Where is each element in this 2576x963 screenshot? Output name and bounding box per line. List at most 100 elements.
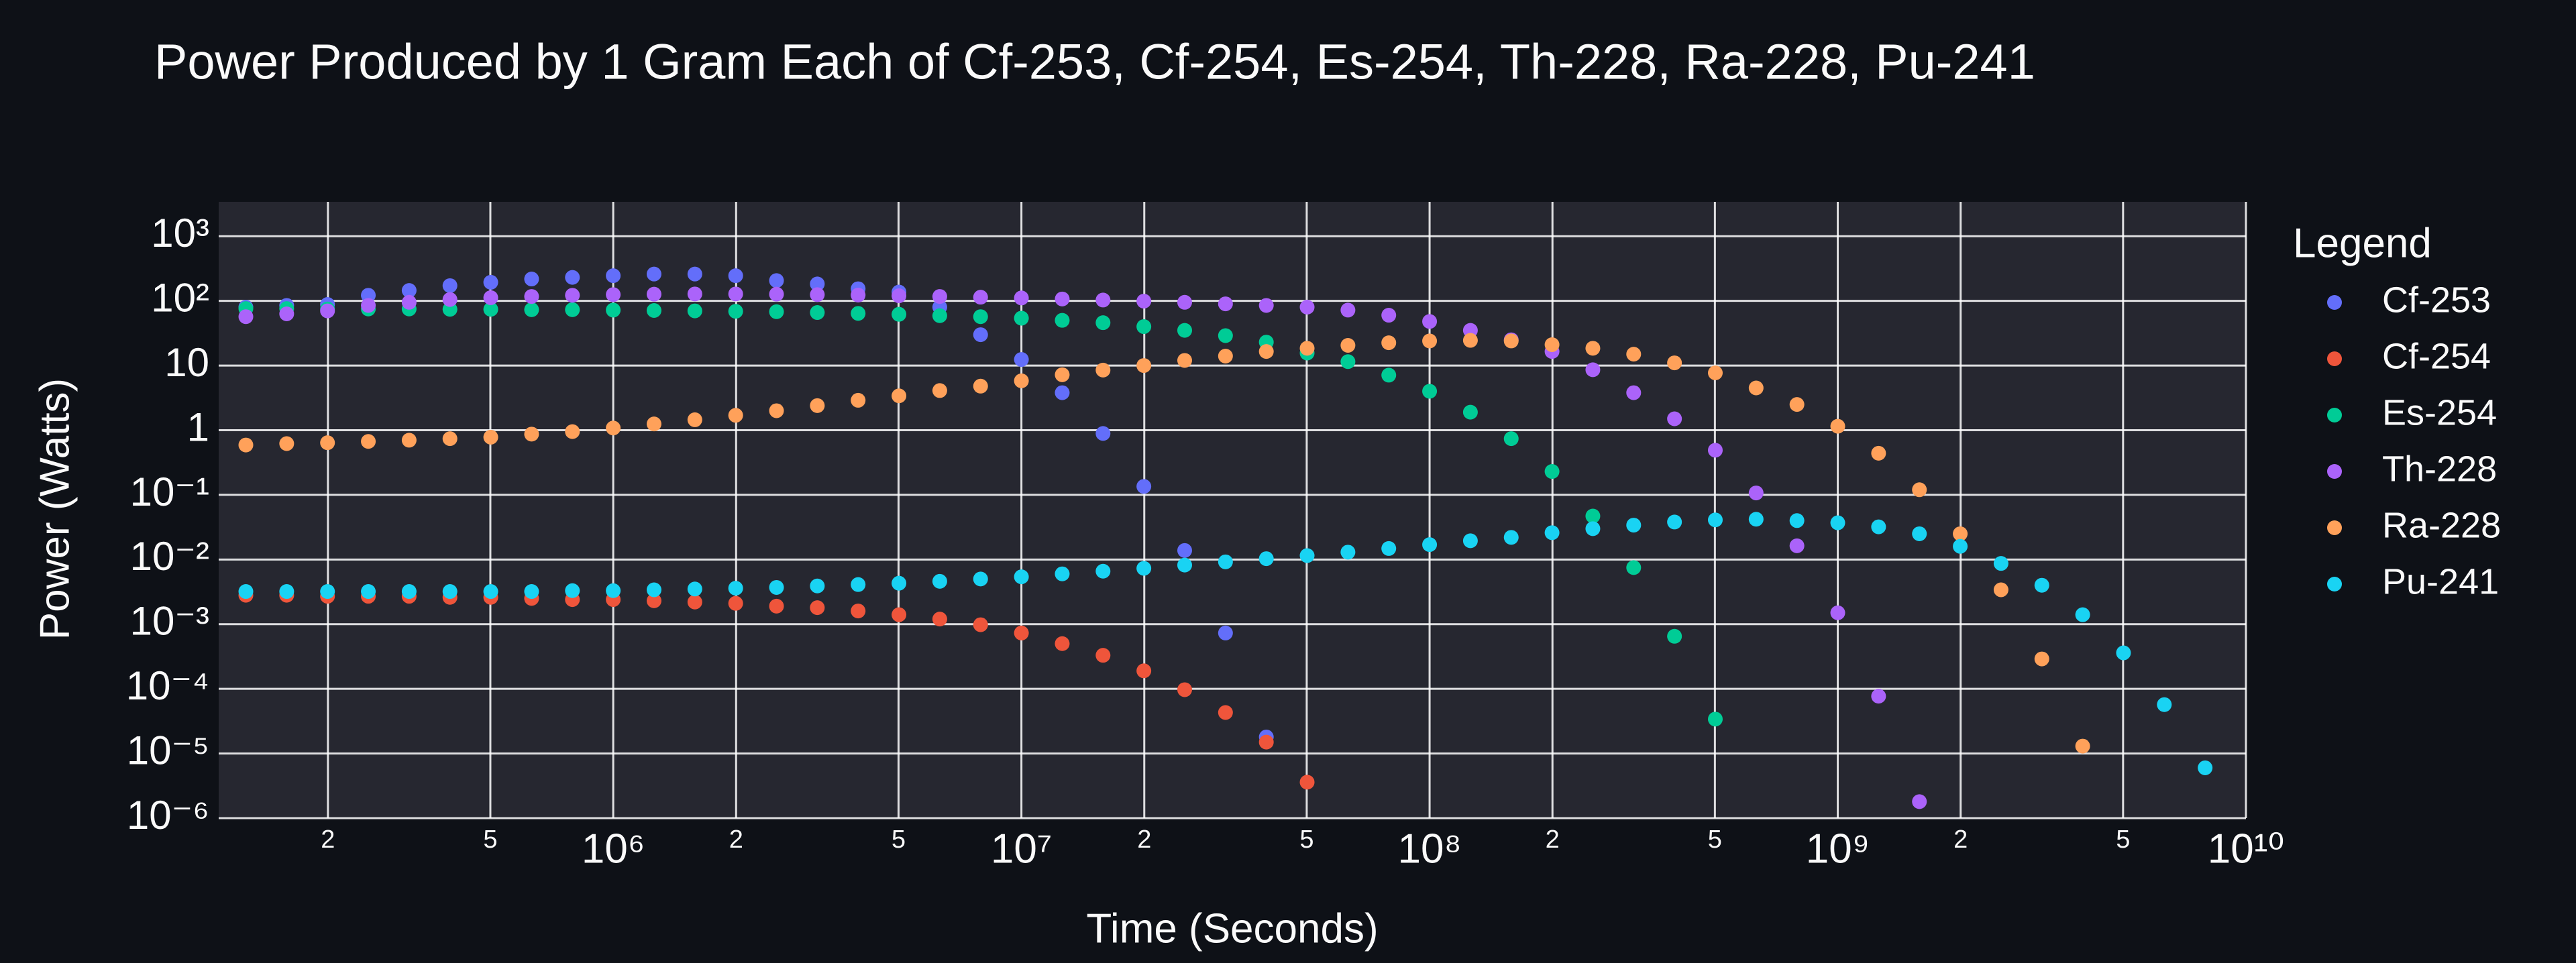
data-point (1707, 712, 1723, 727)
data-point (1258, 734, 1274, 750)
data-point (1095, 563, 1111, 579)
data-point (1014, 290, 1029, 306)
data-point (769, 598, 784, 614)
data-point (1462, 333, 1478, 348)
data-point (1136, 561, 1152, 576)
data-point (932, 383, 947, 398)
y-tick-label: 10² (151, 276, 209, 321)
data-point (483, 429, 498, 445)
data-point (1136, 358, 1152, 374)
data-point (810, 287, 825, 302)
x-axis-title: Time (Seconds) (1086, 905, 1378, 952)
data-point (932, 308, 947, 323)
data-point (1912, 526, 1927, 541)
data-point (1993, 582, 2008, 598)
data-point (361, 584, 376, 600)
data-point (1748, 380, 1764, 396)
data-point (238, 584, 254, 600)
data-point (1789, 397, 1805, 412)
data-point (1381, 541, 1397, 556)
data-point (1626, 347, 1642, 362)
data-point (1993, 556, 2008, 571)
data-point (524, 272, 539, 287)
data-point (1626, 518, 1642, 533)
data-point (1218, 328, 1233, 343)
data-point (1177, 682, 1192, 697)
data-point (238, 309, 254, 325)
data-point (1667, 514, 1682, 530)
data-point (1953, 526, 1968, 541)
data-point (401, 283, 417, 298)
data-point (646, 416, 661, 432)
data-point (565, 424, 580, 439)
data-point (1544, 525, 1560, 541)
data-point (442, 431, 458, 447)
data-point (646, 286, 661, 302)
data-point (973, 378, 988, 394)
data-point (1585, 341, 1601, 356)
data-point (1095, 648, 1111, 663)
data-point (1707, 365, 1723, 381)
data-point (646, 582, 661, 598)
data-point (892, 306, 907, 322)
data-point (1218, 705, 1233, 720)
data-point (932, 289, 947, 304)
legend-marker (2327, 295, 2342, 310)
x-minor-tick-label: 2 (321, 826, 335, 854)
data-point (851, 287, 866, 302)
data-point (606, 268, 621, 284)
data-point (1299, 300, 1315, 315)
data-point (851, 306, 866, 321)
legend-marker (2327, 520, 2342, 535)
data-point (1503, 333, 1519, 349)
data-point (279, 436, 294, 451)
data-point (1667, 628, 1682, 644)
data-point (1299, 775, 1315, 790)
data-point (565, 583, 580, 598)
data-point (1136, 663, 1152, 679)
x-minor-tick-label: 2 (1953, 826, 1968, 854)
data-point (361, 288, 376, 303)
data-point (810, 600, 825, 616)
legend-label: Ra-228 (2382, 505, 2501, 545)
y-tick-label: 10⁻¹ (130, 469, 209, 514)
data-point (892, 575, 907, 591)
data-point (483, 584, 498, 600)
data-point (606, 420, 621, 436)
data-point (1462, 533, 1478, 549)
legend-label: Pu-241 (2382, 561, 2499, 602)
data-point (646, 593, 661, 608)
x-minor-tick-label: 5 (892, 826, 906, 854)
data-point (1258, 551, 1274, 567)
data-point (810, 398, 825, 413)
data-point (1095, 292, 1111, 308)
data-point (1014, 310, 1029, 326)
data-point (1422, 384, 1438, 399)
data-point (810, 578, 825, 593)
data-point (1177, 557, 1192, 573)
data-point (442, 292, 458, 307)
data-point (728, 268, 743, 284)
data-point (1299, 548, 1315, 563)
chart-title: Power Produced by 1 Gram Each of Cf-253,… (154, 34, 2035, 90)
legend-title: Legend (2293, 220, 2432, 266)
x-tick-label: 10⁷ (991, 826, 1052, 872)
data-point (1422, 333, 1438, 349)
data-point (769, 579, 784, 595)
x-minor-tick-label: 5 (1299, 826, 1313, 854)
data-point (1136, 479, 1152, 494)
data-point (1136, 294, 1152, 309)
data-point (1055, 313, 1070, 328)
data-point (1422, 314, 1438, 329)
data-point (1014, 352, 1029, 367)
legend-marker (2327, 464, 2342, 479)
data-point (606, 302, 621, 318)
data-point (728, 581, 743, 596)
data-point (524, 302, 539, 317)
data-point (1544, 337, 1560, 353)
x-minor-tick-label: 2 (729, 826, 743, 854)
data-point (401, 433, 417, 448)
data-point (442, 278, 458, 293)
data-point (524, 427, 539, 442)
data-point (1055, 367, 1070, 382)
